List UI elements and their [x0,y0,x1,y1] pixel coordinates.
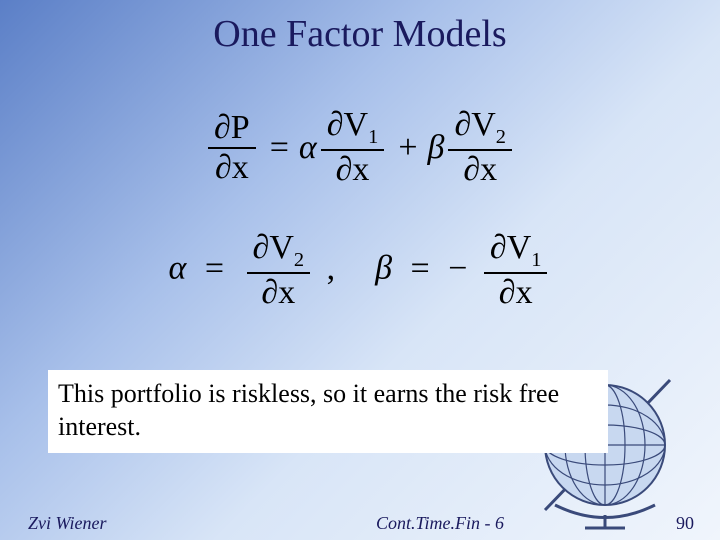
eq2b-num: ∂V [490,229,531,266]
footer-author: Zvi Wiener [0,513,240,534]
eq2a-num: ∂V [253,229,294,266]
equation-2: α = ∂V2 ∂x , β = − ∂V1 ∂x [110,229,610,312]
body-text: This portfolio is riskless, so it earns … [48,370,608,453]
eq1-lhs-den: ∂x [215,149,249,186]
footer-center: Cont.Time.Fin - 6 [240,513,640,534]
eq1-plus: + [398,131,417,165]
eq2b-den: ∂x [499,274,533,311]
eq1-t1-num: ∂V [327,106,368,143]
eq1-lhs-num: ∂P [214,109,250,146]
eq2b-sub: 1 [531,249,541,271]
equations-block: ∂P ∂x = α ∂V1 ∂x + β ∂V2 ∂x α = ∂V2 ∂x [110,106,610,312]
eq2a-alpha: α [169,250,187,287]
eq1-t1-sub: 1 [368,126,378,148]
footer: Zvi Wiener Cont.Time.Fin - 6 90 [0,513,720,534]
eq2b-beta: β [375,250,392,287]
eq1-t1-den: ∂x [336,151,370,188]
eq1-alpha: α [299,131,317,165]
slide-title: One Factor Models [0,0,720,56]
eq2a-den: ∂x [261,274,295,311]
equation-1: ∂P ∂x = α ∂V1 ∂x + β ∂V2 ∂x [110,106,610,189]
eq1-t2-num: ∂V [454,106,495,143]
eq1-t2-den: ∂x [463,151,497,188]
eq2a-sub: 2 [294,249,304,271]
footer-page-number: 90 [640,513,720,534]
eq2b-minus: − [448,250,467,287]
eq1-beta: β [428,131,445,165]
eq1-t2-sub: 2 [496,126,506,148]
